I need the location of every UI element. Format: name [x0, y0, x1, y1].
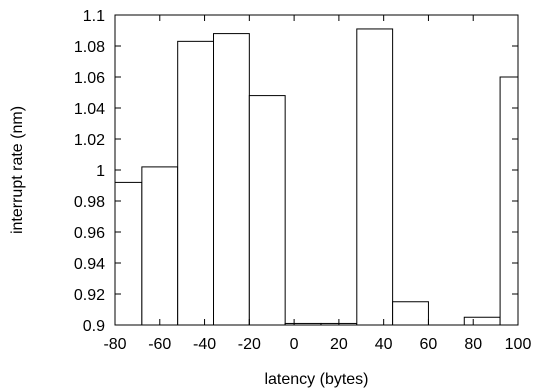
- x-tick-label-7: 60: [420, 336, 438, 353]
- x-axis-label: latency (bytes): [264, 371, 368, 388]
- x-tick-label-4: 0: [290, 336, 299, 353]
- bar-1: [141, 166, 179, 326]
- x-tick-label-2: -40: [193, 336, 216, 353]
- bar-2: [177, 40, 215, 326]
- y-tick-label-3: 0.96: [74, 225, 105, 242]
- bar-3: [213, 33, 250, 326]
- x-tick-label-3: -20: [238, 336, 261, 353]
- y-axis-label: interrupt rate (nm): [9, 106, 26, 234]
- bar-0: [114, 181, 143, 326]
- bar-10: [463, 316, 501, 326]
- y-tick-label-5: 1: [96, 163, 105, 180]
- ticks-layer: -80 -60 -40 -20 0 20 40 60 80 100 0.9 0.92 0.94 0.96 0…: [74, 8, 532, 353]
- x-tick-label-0: -80: [103, 336, 126, 353]
- bar-8: [392, 301, 429, 326]
- y-tick-label-9: 1.08: [74, 39, 105, 56]
- x-tick-label-5: 20: [330, 336, 348, 353]
- bar-7: [356, 28, 394, 326]
- y-tick-label-7: 1.04: [74, 101, 105, 118]
- y-tick-label-1: 0.92: [74, 287, 105, 304]
- bar-4: [248, 95, 286, 326]
- x-tick-label-9: 100: [505, 336, 532, 353]
- y-tick-label-4: 0.98: [74, 194, 105, 211]
- x-tick-label-8: 80: [464, 336, 482, 353]
- y-tick-label-10: 1.1: [83, 8, 105, 25]
- y-tick-label-0: 0.9: [83, 318, 105, 335]
- y-tick-label-8: 1.06: [74, 70, 105, 87]
- x-tick-label-6: 40: [375, 336, 393, 353]
- x-tick-label-1: -60: [148, 336, 171, 353]
- y-tick-label-6: 1.02: [74, 132, 105, 149]
- y-tick-label-2: 0.94: [74, 256, 105, 273]
- bars-layer: [114, 28, 519, 326]
